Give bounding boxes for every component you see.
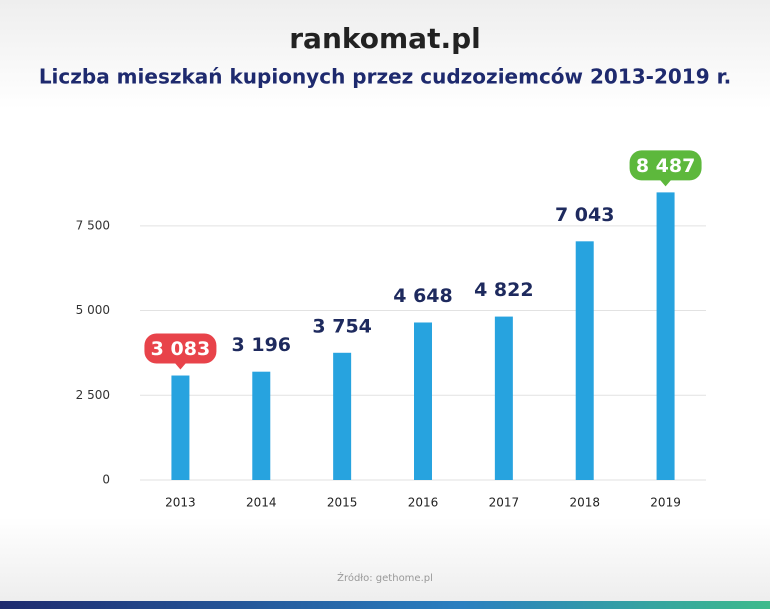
- source: Źródło: gethome.pl: [337, 571, 433, 584]
- value-label-badge: [144, 333, 217, 364]
- value-label: 4 648: [393, 285, 453, 307]
- value-label-pointer: [659, 179, 672, 187]
- bar: [171, 375, 190, 480]
- value-label-badge: [629, 150, 702, 181]
- x-tick-label: 2019: [650, 496, 681, 510]
- footer-bar: [0, 601, 770, 609]
- y-tick-label: 2 500: [76, 388, 110, 402]
- x-tick-label: 2015: [327, 496, 358, 510]
- x-tick-label: 2018: [569, 496, 600, 510]
- value-label: 7 043: [555, 204, 615, 226]
- chart-title: Liczba mieszkań kupionych przez cudzozie…: [39, 65, 731, 89]
- logo: rankomat.pl: [289, 22, 480, 55]
- x-tick-label: 2013: [165, 496, 196, 510]
- x-tick-label: 2017: [489, 496, 520, 510]
- y-tick-label: 7 500: [76, 218, 110, 232]
- y-tick-label: 5 000: [76, 303, 110, 317]
- bar: [575, 241, 594, 480]
- value-label: 4 822: [474, 279, 534, 301]
- bar: [252, 371, 271, 480]
- value-label-pointer: [174, 362, 187, 370]
- x-tick-label: 2014: [246, 496, 277, 510]
- bar: [414, 322, 432, 480]
- value-label: 3 083: [151, 338, 211, 360]
- bar: [656, 192, 675, 480]
- value-label: 8 487: [636, 155, 696, 177]
- bar: [333, 352, 352, 480]
- value-label: 3 196: [232, 334, 292, 356]
- y-tick-label: 0: [102, 473, 110, 487]
- value-label: 3 754: [312, 315, 372, 337]
- bar: [494, 316, 513, 480]
- x-tick-label: 2016: [408, 496, 439, 510]
